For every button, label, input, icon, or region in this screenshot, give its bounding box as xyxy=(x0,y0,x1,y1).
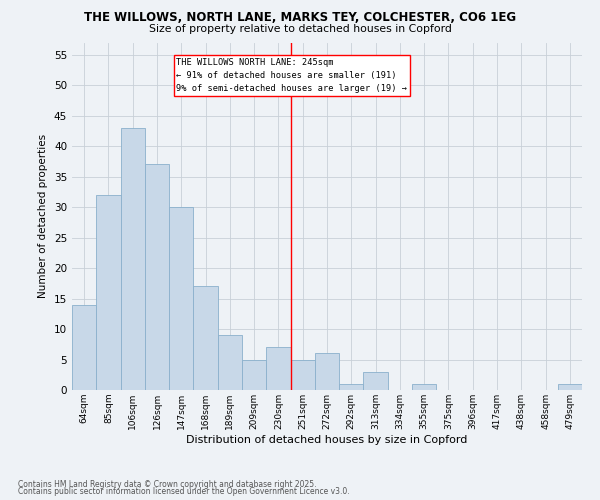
Bar xyxy=(412,384,436,390)
Bar xyxy=(121,128,145,390)
X-axis label: Distribution of detached houses by size in Copford: Distribution of detached houses by size … xyxy=(187,434,467,444)
Text: THE WILLOWS NORTH LANE: 245sqm
← 91% of detached houses are smaller (191)
9% of : THE WILLOWS NORTH LANE: 245sqm ← 91% of … xyxy=(176,58,407,93)
Bar xyxy=(364,372,388,390)
Bar xyxy=(218,335,242,390)
Bar xyxy=(193,286,218,390)
Bar xyxy=(145,164,169,390)
Bar xyxy=(558,384,582,390)
Y-axis label: Number of detached properties: Number of detached properties xyxy=(38,134,49,298)
Text: Size of property relative to detached houses in Copford: Size of property relative to detached ho… xyxy=(149,24,451,34)
Bar xyxy=(315,354,339,390)
Text: THE WILLOWS, NORTH LANE, MARKS TEY, COLCHESTER, CO6 1EG: THE WILLOWS, NORTH LANE, MARKS TEY, COLC… xyxy=(84,11,516,24)
Bar xyxy=(266,348,290,390)
Bar xyxy=(290,360,315,390)
Text: Contains HM Land Registry data © Crown copyright and database right 2025.: Contains HM Land Registry data © Crown c… xyxy=(18,480,317,489)
Bar xyxy=(242,360,266,390)
Bar xyxy=(339,384,364,390)
Bar xyxy=(96,195,121,390)
Text: Contains public sector information licensed under the Open Government Licence v3: Contains public sector information licen… xyxy=(18,487,350,496)
Bar xyxy=(169,207,193,390)
Bar xyxy=(72,304,96,390)
